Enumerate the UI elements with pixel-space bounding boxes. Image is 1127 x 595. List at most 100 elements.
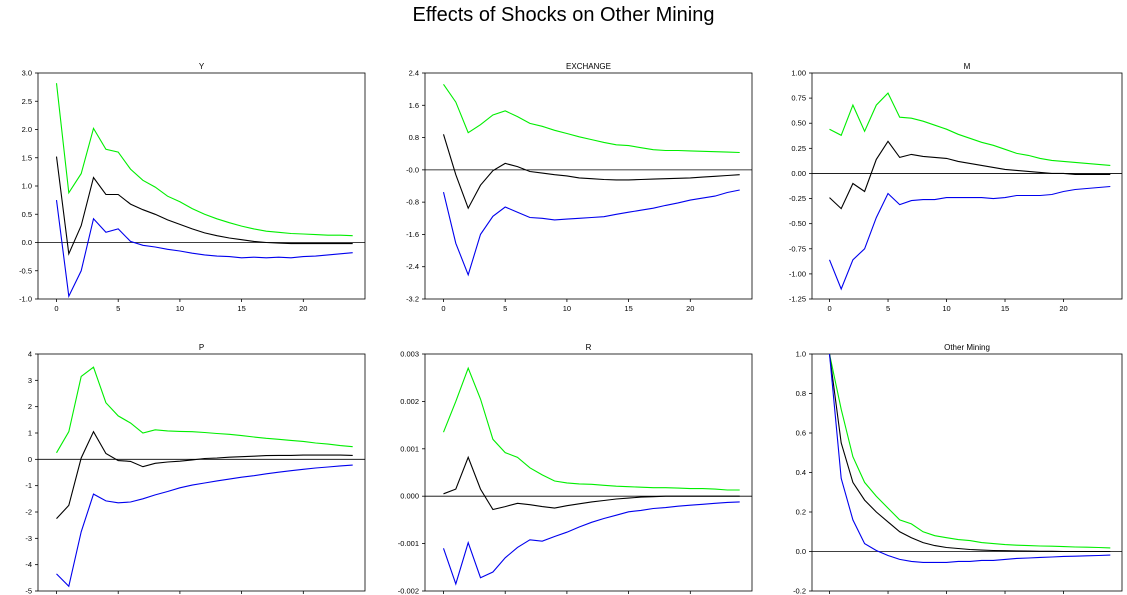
series-line-0 (56, 366, 353, 454)
chart-panel-5: Other Mining-0.20.00.20.40.60.81.0051015… (793, 343, 1123, 595)
series-line-1 (56, 430, 353, 519)
panel-title: P (199, 343, 204, 352)
y-tick-label: 1.6 (409, 101, 419, 110)
series-line-2 (828, 185, 1111, 291)
x-tick-label: 20 (686, 304, 694, 313)
series-line-2 (56, 464, 353, 588)
series-line-1 (55, 156, 353, 256)
plot-frame (37, 353, 366, 592)
y-tick-label: 0.5 (22, 210, 32, 219)
y-tick-label: 0.4 (796, 468, 806, 477)
y-tick-label: -0.8 (406, 198, 419, 207)
y-tick-label: -2.4 (406, 262, 419, 271)
x-tick-label: 20 (1059, 304, 1067, 313)
y-tick-label: 1.0 (796, 350, 806, 359)
y-tick-label: 1 (28, 429, 32, 438)
y-tick-label: 0.25 (791, 144, 806, 153)
y-tick-label: -1.25 (789, 295, 806, 304)
series-line-0 (828, 353, 1111, 549)
y-tick-label: 0.50 (791, 119, 806, 128)
chart-panel-4: R-0.002-0.0010.0000.0010.0020.0030510152… (398, 343, 753, 595)
y-tick-label: 0.003 (400, 350, 419, 359)
plot-frame (424, 353, 753, 592)
y-tick-label: 0.00 (791, 169, 806, 178)
x-tick-label: 5 (886, 304, 890, 313)
y-tick-label: -1 (25, 481, 32, 490)
panel-title: Other Mining (944, 343, 990, 352)
plot-frame (811, 72, 1123, 300)
y-tick-label: 0.0 (22, 238, 32, 247)
y-tick-label: -1.0 (19, 295, 32, 304)
chart-panel-3: P-5-4-3-2-10123405101520 (25, 343, 366, 595)
y-tick-label: -0.25 (789, 194, 806, 203)
y-tick-label: 0.6 (796, 429, 806, 438)
y-tick-label: -0.0 (406, 165, 419, 174)
y-tick-label: 2.0 (22, 125, 32, 134)
x-tick-label: 0 (54, 304, 58, 313)
y-tick-label: -0.002 (398, 587, 419, 595)
y-tick-label: -2 (25, 508, 32, 517)
y-tick-label: 4 (28, 350, 32, 359)
panel-title: EXCHANGE (566, 62, 611, 71)
y-tick-label: -5 (25, 587, 32, 595)
page-title: Effects of Shocks on Other Mining (412, 4, 715, 26)
y-tick-label: -3 (25, 534, 32, 543)
y-tick-label: 0 (28, 455, 32, 464)
y-tick-label: 0.000 (400, 492, 419, 501)
series-line-0 (829, 92, 1111, 166)
x-tick-label: 0 (827, 304, 831, 313)
x-tick-label: 20 (299, 304, 307, 313)
chart-panel-0: Y -1.0 -0.5 0.0 0.5 1.0 1.5 2.0 2.5 3.0 0 5 10 15 20 (19, 62, 366, 313)
y-tick-label: 3 (28, 376, 32, 385)
y-tick-label: -0.75 (789, 244, 806, 253)
series-line-2 (828, 353, 1111, 563)
series-line-0 (442, 366, 740, 491)
y-tick-label: 2.4 (409, 69, 419, 78)
y-tick-label: 0.2 (796, 508, 806, 517)
series-line-1 (443, 455, 740, 511)
y-tick-label: 0.001 (400, 444, 419, 453)
x-tick-label: 5 (116, 304, 120, 313)
x-tick-label: 5 (503, 304, 507, 313)
y-tick-label: 0.002 (400, 397, 419, 406)
series-line-0 (55, 83, 353, 237)
series-line-1 (828, 353, 1111, 553)
x-tick-label: 10 (563, 304, 571, 313)
x-tick-label: 0 (441, 304, 445, 313)
y-tick-label: 2.5 (22, 97, 32, 106)
y-tick-label: -1.00 (789, 269, 806, 278)
y-tick-label: -0.2 (793, 587, 806, 595)
x-tick-label: 15 (624, 304, 632, 313)
plot-frame (424, 72, 753, 300)
series-line-0 (443, 83, 740, 154)
plot-frame (811, 353, 1123, 592)
panel-title: Y (199, 62, 205, 71)
x-tick-label: 10 (942, 304, 950, 313)
y-tick-label: 3.0 (22, 69, 32, 78)
series-line-2 (442, 501, 740, 586)
y-tick-label: 0.8 (409, 133, 419, 142)
panel-title: R (586, 343, 592, 352)
y-tick-label: 0.0 (796, 547, 806, 556)
series-line-2 (442, 189, 740, 277)
y-tick-label: -0.001 (398, 539, 419, 548)
y-tick-label: -0.50 (789, 219, 806, 228)
chart-panel-2: M -1.25 -1.00 -0.75 -0.50 -0.25 0.00 0.25 0.50 0.… (789, 62, 1123, 313)
y-tick-label: -4 (25, 560, 32, 569)
y-tick-label: 1.5 (22, 153, 32, 162)
x-tick-label: 15 (1001, 304, 1009, 313)
y-tick-label: 2 (28, 402, 32, 411)
y-tick-label: -3.2 (406, 295, 419, 304)
x-tick-label: 10 (176, 304, 184, 313)
y-tick-label: 1.00 (791, 69, 806, 78)
x-tick-label: 15 (237, 304, 245, 313)
chart-panel-1: EXCHANGE -3.2 -2.4 -1.6 -0.8 -0.0 0.8 1.6 2.4 0 5 1… (406, 62, 753, 313)
plot-frame (37, 72, 366, 300)
series-line-1 (442, 134, 740, 210)
y-tick-label: -0.5 (19, 266, 32, 275)
y-tick-label: 0.75 (791, 94, 806, 103)
series-line-2 (55, 200, 353, 299)
panel-title: M (964, 62, 971, 71)
y-tick-label: 1.0 (22, 182, 32, 191)
